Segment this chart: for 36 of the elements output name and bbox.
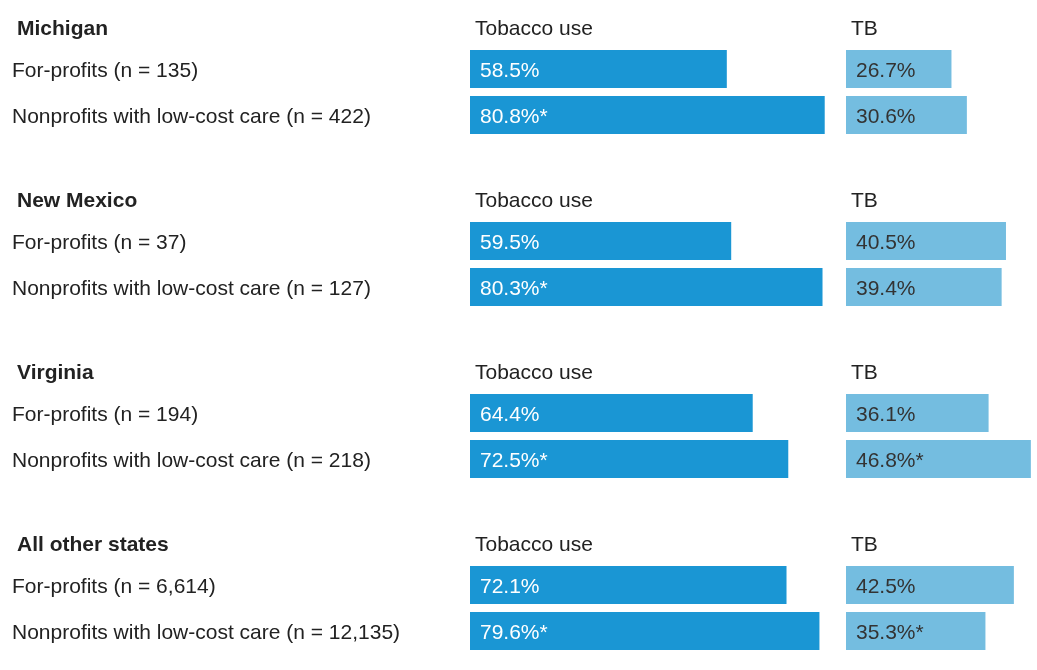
data-label: 40.5%: [856, 229, 916, 253]
chart-subtitle: Tobacco use: [475, 532, 593, 555]
y-tick-label: For-profits (n = 6,614): [12, 573, 216, 597]
y-tick-label: For-profits (n = 135): [12, 57, 199, 81]
data-label: 46.8%*: [856, 447, 924, 471]
data-label: 35.3%*: [856, 619, 924, 643]
data-label: 80.8%*: [480, 103, 548, 127]
data-label: 72.1%: [480, 573, 540, 597]
data-label: 72.5%*: [480, 447, 548, 471]
y-tick-label: For-profits (n = 194): [12, 401, 199, 425]
chart-title: TB: [851, 188, 878, 211]
chart-title: TB: [851, 532, 878, 555]
data-label: 64.4%: [480, 401, 540, 425]
data-label: 59.5%: [480, 229, 540, 253]
text: Virginia: [17, 360, 94, 383]
data-label: 58.5%: [480, 57, 540, 81]
data-label: 42.5%: [856, 573, 916, 597]
chart-subtitle: Tobacco use: [475, 360, 593, 383]
data-label: 30.6%: [856, 103, 916, 127]
text: Michigan: [17, 16, 109, 39]
data-label: 39.4%: [856, 275, 916, 299]
chart-subtitle: Tobacco use: [475, 188, 593, 211]
data-label: 26.7%: [856, 57, 916, 81]
y-tick-label: Nonprofits with low-cost care (n = 422): [12, 103, 371, 127]
y-tick-label: Nonprofits with low-cost care (n = 218): [12, 447, 371, 471]
chart-title: TB: [851, 16, 878, 39]
text: All other states: [17, 532, 169, 555]
chart-title: TB: [851, 360, 878, 383]
y-tick-label: Nonprofits with low-cost care (n = 127): [12, 275, 371, 299]
data-label: 36.1%: [856, 401, 916, 425]
chart-subtitle: Tobacco use: [475, 16, 593, 39]
data-label: 80.3%*: [480, 275, 548, 299]
data-label: 79.6%*: [480, 619, 548, 643]
y-tick-label: Nonprofits with low-cost care (n = 12,135): [12, 619, 401, 643]
text: New Mexico: [17, 188, 138, 211]
y-tick-label: For-profits (n = 37): [12, 229, 187, 253]
